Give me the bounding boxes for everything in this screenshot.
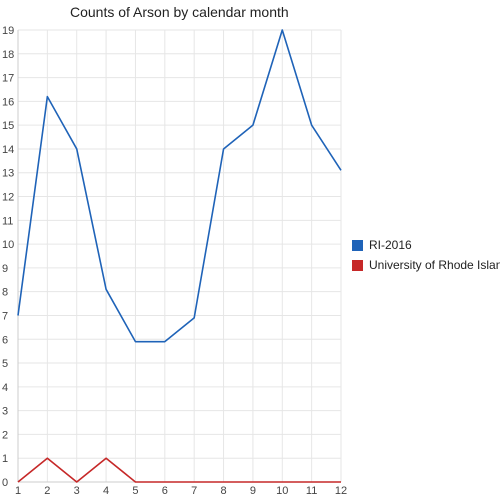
x-tick-label: 4 <box>103 485 109 497</box>
y-tick-label: 18 <box>2 49 14 61</box>
x-tick-label: 11 <box>306 485 317 497</box>
y-tick-label: 16 <box>2 96 14 108</box>
y-tick-label: 5 <box>2 358 8 370</box>
x-tick-label: 2 <box>44 485 50 497</box>
y-tick-label: 17 <box>2 73 14 85</box>
y-tick-label: 4 <box>2 382 8 394</box>
legend-label: RI-2016 <box>369 238 412 252</box>
y-tick-label: 13 <box>2 168 14 180</box>
series-line-1 <box>17 457 341 483</box>
legend-swatch <box>352 260 363 271</box>
chart-title: Counts of Arson by calendar month <box>70 4 289 20</box>
x-tick-label: 1 <box>15 485 21 497</box>
legend: RI-2016 University of Rhode Island <box>352 238 500 272</box>
x-tick-label: 7 <box>191 485 197 497</box>
x-tick-label: 3 <box>74 485 80 497</box>
y-tick-label: 11 <box>2 215 13 227</box>
legend-swatch <box>352 240 363 251</box>
x-tick-label: 12 <box>335 485 347 497</box>
grid-lines <box>17 29 342 483</box>
y-tick-label: 6 <box>2 334 8 346</box>
legend-label: University of Rhode Island <box>369 258 500 272</box>
y-tick-label: 10 <box>2 239 14 251</box>
series-lines <box>17 29 342 483</box>
y-tick-label: 1 <box>2 453 8 465</box>
y-tick-label: 9 <box>2 263 8 275</box>
y-tick-label: 0 <box>2 477 8 489</box>
y-tick-label: 12 <box>2 192 14 204</box>
x-tick-label: 8 <box>220 485 226 497</box>
x-tick-label: 5 <box>132 485 138 497</box>
x-tick-label: 6 <box>162 485 168 497</box>
y-tick-label: 3 <box>2 406 8 418</box>
y-tick-label: 15 <box>2 120 14 132</box>
y-tick-label: 19 <box>2 25 14 37</box>
y-tick-label: 7 <box>2 310 8 322</box>
y-tick-label: 2 <box>2 429 8 441</box>
series-line-0 <box>17 29 342 343</box>
x-tick-label: 9 <box>250 485 256 497</box>
y-tick-label: 14 <box>2 144 14 156</box>
x-tick-label: 10 <box>276 485 288 497</box>
y-tick-label: 8 <box>2 287 8 299</box>
